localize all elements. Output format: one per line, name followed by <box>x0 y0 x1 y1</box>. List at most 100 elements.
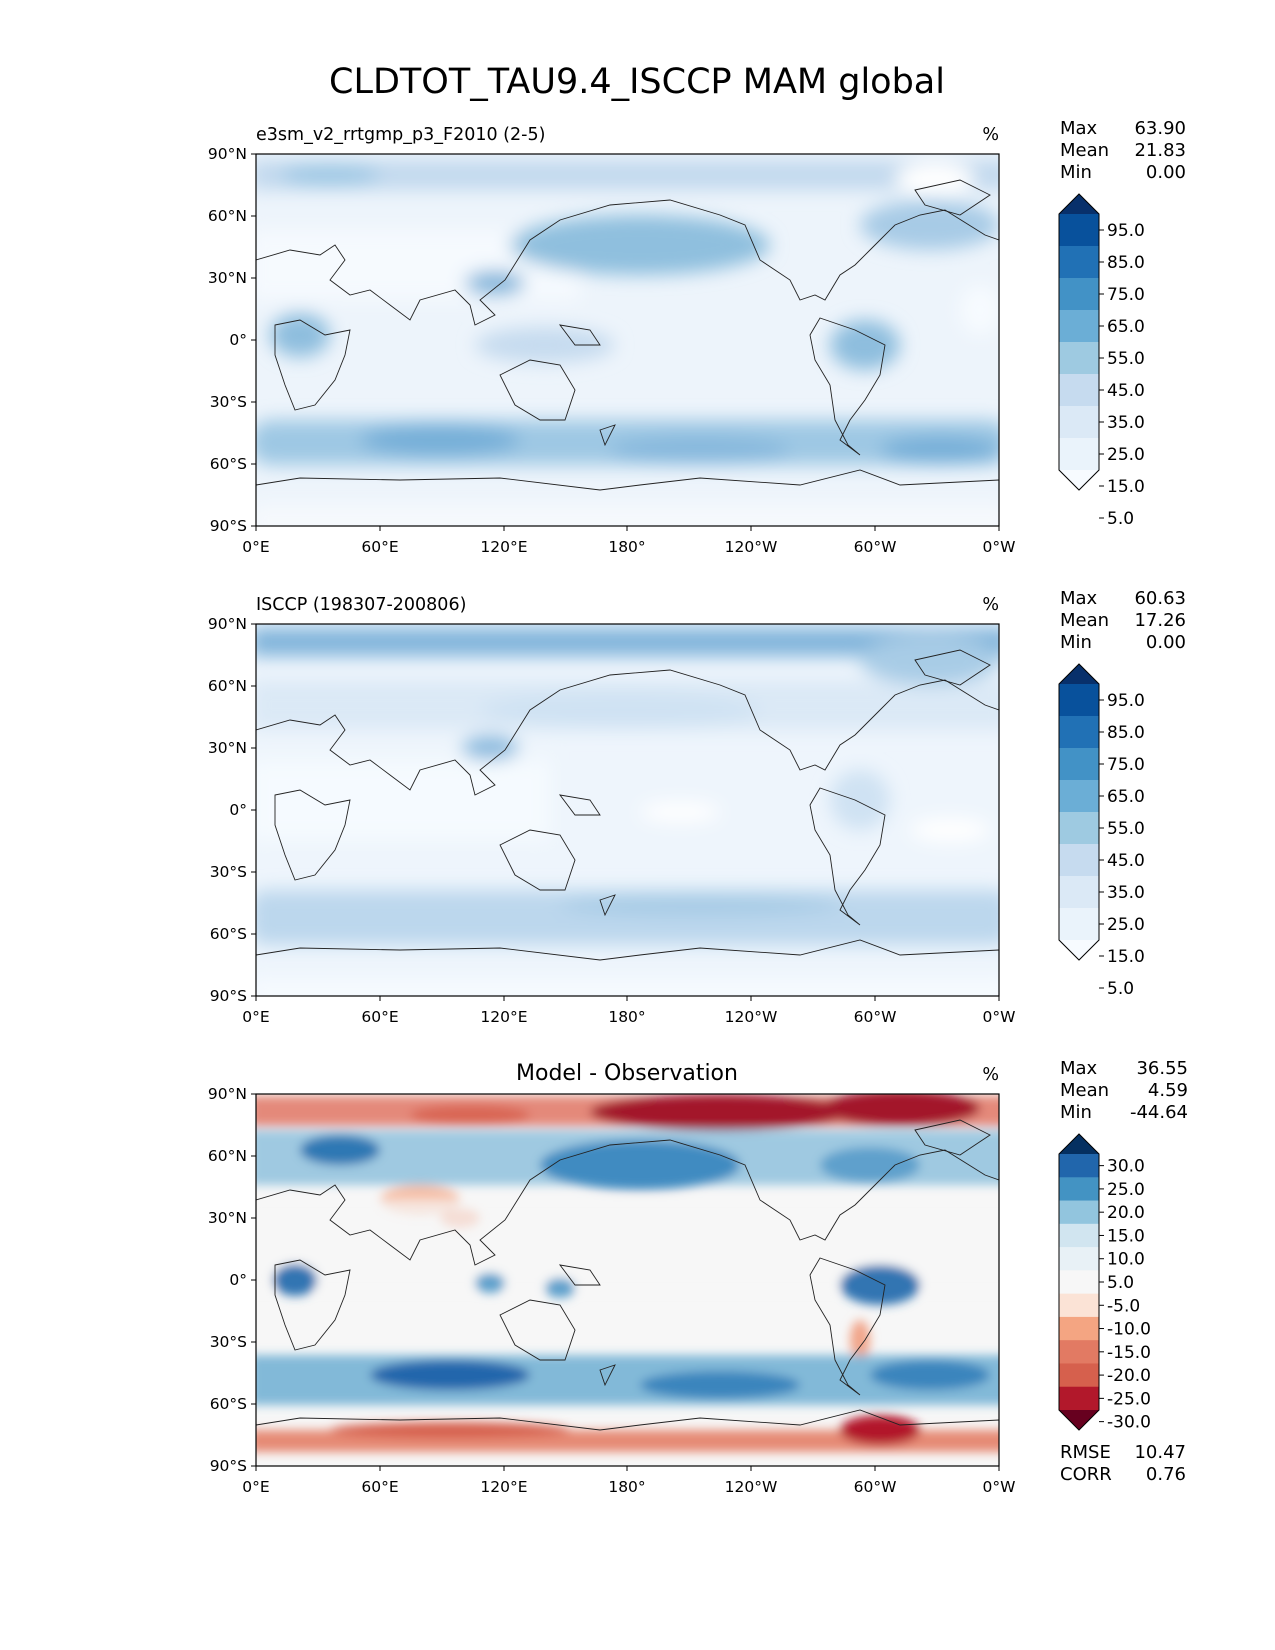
y-tick: 30°N <box>208 269 256 287</box>
colorbar-swatch <box>1059 1200 1099 1225</box>
x-tick: 60°E <box>361 526 399 556</box>
y-tick: 30°N <box>208 1209 256 1227</box>
y-tick: 90°S <box>210 1457 256 1475</box>
colorbar: 95.0 85.0 75.0 65.0 55.0 45.0 35.0 25.0 15.0 5.0 <box>1058 193 1145 529</box>
x-tick-label: 0°E <box>242 1478 269 1496</box>
x-tick: 120°E <box>480 526 528 556</box>
colorbar-extend-bottom <box>1059 1410 1099 1430</box>
colorbar-extend-top <box>1059 664 1099 684</box>
metric-rmse-value: 10.47 <box>1134 1442 1186 1463</box>
colorbar-swatch <box>1059 1270 1099 1295</box>
x-tick-label: 120°E <box>480 1478 527 1496</box>
colorbar-tick-label: 75.0 <box>1107 285 1145 305</box>
colorbar-tick-label: 55.0 <box>1107 349 1145 369</box>
colorbar-tick-label: 20.0 <box>1107 1203 1145 1223</box>
metric-corr-value: 0.76 <box>1146 1464 1186 1485</box>
stats-box: Max 36.55 Mean 4.59 Min -44.64 <box>1060 1058 1188 1123</box>
colorbar-tick-label: -30.0 <box>1107 1413 1151 1433</box>
x-tick: 180° <box>608 996 646 1026</box>
stats-box: Max 63.90 Mean 21.83 Min 0.00 <box>1060 118 1186 183</box>
stat-min-value: -44.64 <box>1130 1102 1188 1123</box>
colorbar-swatch <box>1059 684 1099 717</box>
colorbar-swatch <box>1059 214 1099 247</box>
y-tick-label: 90°N <box>208 1085 247 1103</box>
x-tick-label: 0°W <box>983 538 1016 556</box>
x-tick-label: 0°W <box>983 1478 1016 1496</box>
y-tick: 0° <box>229 1271 256 1289</box>
y-tick-label: 60°S <box>210 925 247 943</box>
y-tick-label: 0° <box>229 331 247 349</box>
x-tick: 60°W <box>854 996 897 1026</box>
y-tick-label: 60°N <box>208 677 247 695</box>
stat-mean-value: 4.59 <box>1148 1080 1188 1101</box>
x-tick-label: 60°W <box>854 1478 897 1496</box>
colorbar-swatch <box>1059 1247 1099 1271</box>
stat-max-label: Max <box>1060 118 1098 139</box>
colorbar-extend-top <box>1059 194 1099 214</box>
colorbar-swatch <box>1059 844 1099 877</box>
colorbar-swatch <box>1059 438 1099 471</box>
colorbar-tick-label: 5.0 <box>1107 1273 1134 1293</box>
metrics-box: RMSE 10.47 CORR 0.76 <box>1060 1442 1186 1485</box>
stat-max-label: Max <box>1060 588 1098 609</box>
colorbar-tick-label: -5.0 <box>1107 1296 1140 1316</box>
x-tick-label: 60°E <box>361 538 398 556</box>
y-axis: 90°N 60°N 30°N 0° 30°S 60°S 90°S <box>208 145 256 535</box>
metric-corr-label: CORR <box>1060 1464 1112 1485</box>
x-tick-label: 180° <box>608 538 645 556</box>
y-tick-label: 30°N <box>208 739 247 757</box>
stat-min-label: Min <box>1060 1102 1092 1123</box>
x-tick-label: 120°W <box>725 1008 778 1026</box>
colorbar-swatch <box>1059 1293 1099 1318</box>
stat-max-label: Max <box>1060 1058 1098 1079</box>
colorbar-swatch <box>1059 876 1099 909</box>
colorbar-tick-label: 5.0 <box>1107 979 1134 999</box>
colorbar-tick-label: -15.0 <box>1107 1343 1151 1363</box>
colorbar-swatch <box>1059 1340 1099 1364</box>
y-tick-label: 60°N <box>208 1147 247 1165</box>
y-tick: 60°S <box>210 1395 256 1413</box>
colorbar-swatch <box>1059 716 1099 749</box>
y-tick-label: 60°S <box>210 1395 247 1413</box>
x-tick-label: 120°W <box>725 538 778 556</box>
x-tick: 60°W <box>854 526 897 556</box>
stat-min-label: Min <box>1060 632 1092 653</box>
coastlines <box>256 649 999 961</box>
colorbar-swatch <box>1059 812 1099 845</box>
map-field <box>256 154 999 526</box>
colorbar-swatch <box>1059 1177 1099 1202</box>
x-tick: 120°W <box>725 526 778 556</box>
map-field <box>256 1094 999 1466</box>
x-tick: 0°E <box>242 1466 270 1496</box>
colorbar-swatch <box>1059 374 1099 407</box>
colorbar-tick-label: 35.0 <box>1107 883 1145 903</box>
coastlines <box>256 1119 999 1431</box>
colorbar-swatch <box>1059 342 1099 375</box>
panel-difference: Model - Observation % <box>208 1058 1188 1496</box>
colorbar-swatch <box>1059 246 1099 279</box>
colorbar-swatch <box>1059 908 1099 941</box>
x-tick: 60°E <box>361 996 399 1026</box>
y-tick: 30°S <box>210 863 256 881</box>
y-tick: 30°N <box>208 739 256 757</box>
stat-max-value: 60.63 <box>1134 588 1186 609</box>
y-tick-label: 90°N <box>208 145 247 163</box>
x-tick-label: 60°E <box>361 1008 398 1026</box>
panel-title-left: ISCCP (198307-200806) <box>256 595 466 615</box>
colorbar-swatch <box>1059 310 1099 343</box>
x-tick-label: 180° <box>608 1478 645 1496</box>
y-tick-label: 60°N <box>208 207 247 225</box>
x-tick: 180° <box>608 526 646 556</box>
x-axis: 0°E 60°E 120°E 180° 120°W 60°W 0°W <box>242 996 1015 1026</box>
y-tick: 90°N <box>208 145 256 163</box>
x-tick-label: 60°W <box>854 538 897 556</box>
colorbar-tick-label: -20.0 <box>1107 1366 1151 1386</box>
panel-units: % <box>982 125 999 145</box>
y-tick: 0° <box>229 331 256 349</box>
x-tick-label: 120°E <box>480 538 527 556</box>
x-tick: 120°E <box>480 1466 528 1496</box>
colorbar-outline <box>1058 193 1100 491</box>
x-tick-label: 60°W <box>854 1008 897 1026</box>
colorbar-swatch <box>1059 780 1099 813</box>
